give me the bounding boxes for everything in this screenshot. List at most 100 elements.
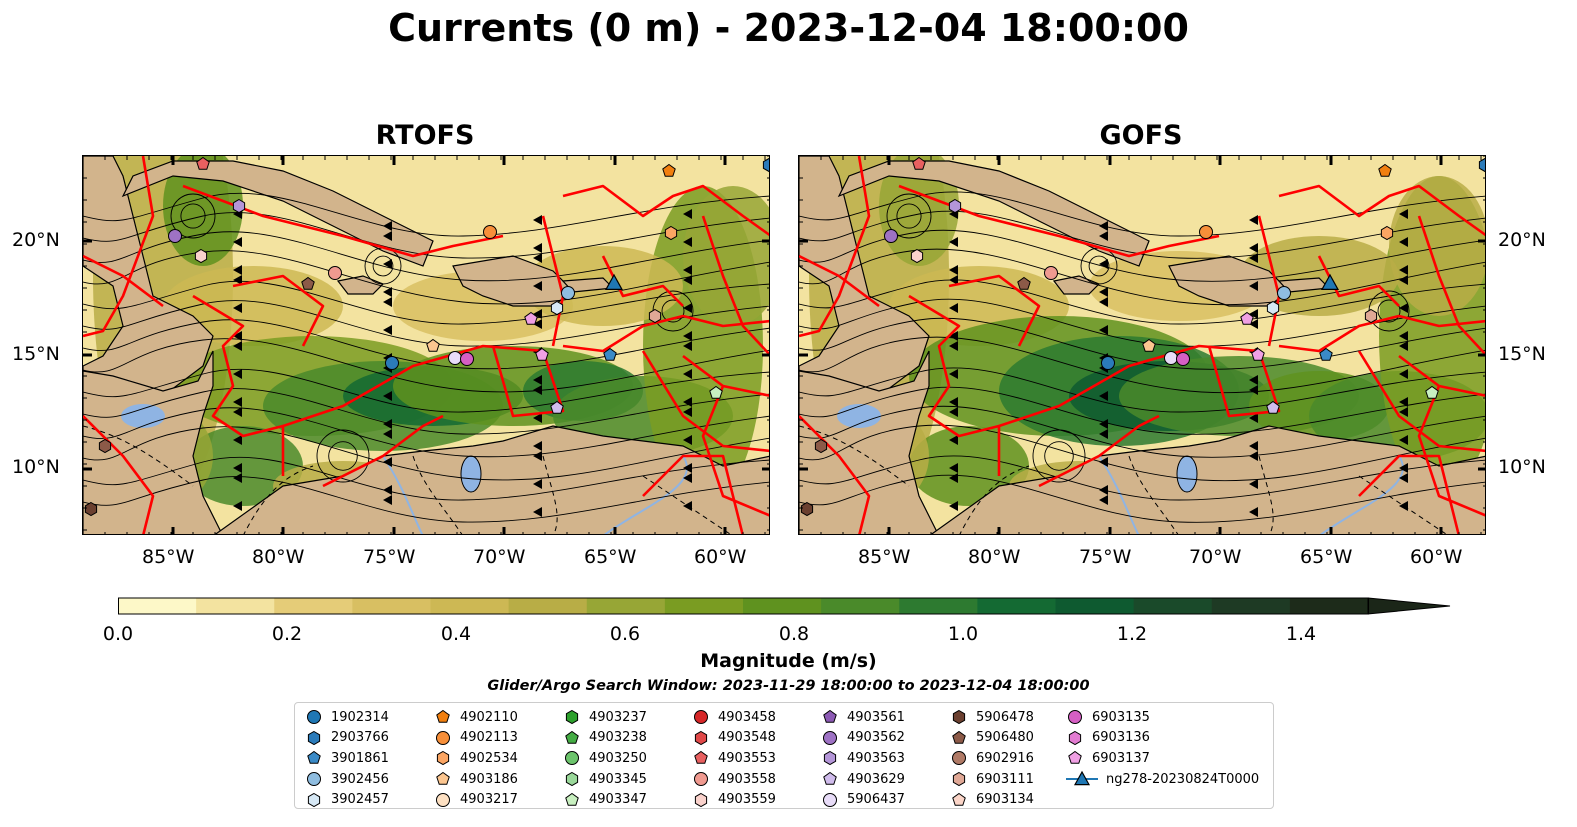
legend-label: 3902456 [331,771,389,787]
eez-boundary-line [948,274,1041,347]
eddy-streamline [661,299,685,323]
float-marker [1142,338,1156,352]
flow-arrow [683,473,692,483]
legend-marker [1073,770,1091,786]
legend-entry: 4903561 [821,707,905,728]
legend-label: 6903111 [976,771,1034,787]
float-marker [1380,225,1394,241]
rtofs-current-map[interactable] [82,155,770,535]
panel-title-rtofs: RTOFS [375,120,475,151]
legend-label: 4903237 [589,709,647,725]
float-markers [84,156,769,517]
float-marker [328,266,342,280]
streamline [83,319,769,370]
flow-arrow [683,341,692,351]
eddy-streamline [1044,441,1074,471]
legend-marker-icon [565,751,579,766]
eez-boundary-line [83,254,164,308]
flow-arrow [1099,325,1108,335]
flow-arrow [233,303,242,313]
lon-label-80w-left: 80°W [252,546,305,568]
legend-entry: 4903237 [563,707,647,728]
eez-boundary-line [282,344,565,428]
flow-arrow [383,495,392,505]
eddy-streamline [316,429,370,483]
legend-marker-icon [952,710,966,725]
legend-column: 4902110 4902113 4902534 4903186 4903217 [434,707,518,810]
colorbar-tick-7: 1.4 [1285,623,1317,645]
lon-label-60w-left: 60°W [694,546,747,568]
legend-entry: 4903217 [434,789,518,810]
flow-arrow [233,265,242,275]
legend-marker [1068,730,1082,745]
colorbar-bin [352,598,431,614]
legend-entry: 4903553 [692,748,776,769]
legend-label: 4902534 [460,750,518,766]
legend-marker [694,710,708,725]
colorbar-bin [977,598,1056,614]
legend-label: 4903345 [589,771,647,787]
legend-entry: ng278-20230824T0000 [1066,769,1259,790]
float-marker [1277,286,1291,300]
legend-marker-icon [823,751,837,766]
float-marker [1199,225,1213,239]
legend-label: 4903553 [718,750,776,766]
colorbar-tick-3: 0.6 [609,623,641,645]
colorbar-label: Magnitude (m/s) [700,650,877,672]
land-mass [799,350,939,534]
flow-arrow [383,391,392,401]
eez-boundary-line [1038,414,1160,488]
float-marker [1240,311,1254,325]
legend-marker [565,730,579,744]
streamline [83,368,769,413]
flow-arrow [1099,485,1108,495]
colorbar-bin [274,598,353,614]
flow-arrow [1099,391,1108,401]
legend-marker-icon [1068,730,1082,745]
legend-marker-icon [1068,751,1082,765]
legend-label: 3902457 [331,792,389,808]
legend-marker-icon [694,730,708,745]
legend-marker [694,730,708,745]
flow-arrow [383,297,392,307]
lake-nicaragua [837,404,881,428]
float-marker [194,248,208,264]
legend-marker [307,772,321,787]
flow-arrow [1399,369,1408,379]
colorbar-extend-arrow [1367,597,1451,615]
legend-marker [565,710,579,725]
flow-arrow [949,397,958,407]
legend-marker [307,730,321,745]
legend-label: 4903238 [589,730,647,746]
flow-arrow [1249,215,1258,225]
eddy-streamline [886,193,932,239]
legend-column: 4903561 4903562 4903563 4903629 5906437 [821,707,905,810]
eddy-streamline [896,203,922,229]
axis-ticks [799,156,1485,534]
country-border [1128,455,1179,534]
flow-arrow [683,265,692,275]
float-marker [1320,273,1340,290]
flow-arrow [233,435,242,445]
eddy-streamline [1032,429,1086,483]
legend-entry: 6903136 [1066,728,1259,749]
eddy-streamline [1377,299,1401,323]
streamline [83,426,769,481]
legend-entry: 4903345 [563,769,647,790]
legend-marker-icon [1068,710,1082,725]
gofs-current-map[interactable] [798,155,1486,535]
float-marker [448,351,462,365]
legend-marker [565,792,579,806]
legend-entry: 4902534 [434,748,518,769]
flow-arrow [949,435,958,445]
lon-label-85w-right: 85°W [858,546,911,568]
streamline [83,338,769,393]
flow-arrow [383,457,392,467]
colorbar-bin [430,598,510,614]
colorbar-bin [664,598,744,614]
legend-column: 4903458 4903548 4903553 4903558 4903559 [692,707,776,810]
river [1320,455,1404,534]
flow-arrow [533,243,542,253]
flow-arrow [233,237,242,247]
lat-label-20n-right: 20°N [1498,229,1546,251]
